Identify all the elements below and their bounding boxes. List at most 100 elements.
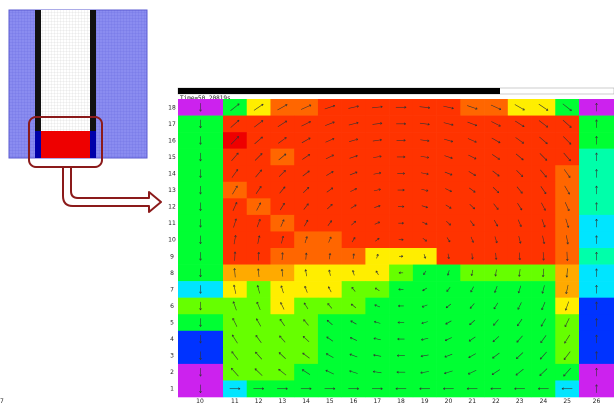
velocity-arrow-head bbox=[543, 225, 546, 228]
velocity-arrow bbox=[564, 185, 570, 195]
velocity-arrow-head bbox=[352, 253, 355, 256]
velocity-arrow-head bbox=[497, 157, 500, 160]
y-tick-label: 12 bbox=[168, 204, 176, 211]
velocity-arrow-head bbox=[404, 105, 407, 109]
velocity-arrow-head bbox=[283, 153, 287, 156]
velocity-arrow-head bbox=[303, 302, 307, 305]
velocity-arrow bbox=[517, 219, 522, 227]
velocity-arrow bbox=[467, 105, 478, 110]
x-axis-ticks: 10 11 12 13 14 15 16 17 18 19 20 21 22 23 24 25 26 27 bbox=[0, 398, 600, 405]
velocity-arrow bbox=[516, 335, 523, 343]
velocity-arrow-head bbox=[356, 387, 359, 391]
velocity-arrow bbox=[348, 122, 359, 126]
velocity-arrow-head bbox=[199, 142, 202, 145]
velocity-arrow bbox=[540, 169, 547, 178]
velocity-arrow-head bbox=[595, 119, 598, 122]
velocity-arrow bbox=[351, 237, 356, 243]
velocity-arrow-head bbox=[397, 321, 400, 324]
velocity-arrow-head bbox=[595, 301, 598, 304]
velocity-arrow-head bbox=[257, 252, 261, 255]
velocity-arrow bbox=[447, 270, 450, 276]
velocity-arrow-head bbox=[568, 175, 571, 178]
velocity-arrow bbox=[517, 203, 523, 211]
velocity-arrow-head bbox=[427, 106, 431, 109]
velocity-arrow-head bbox=[519, 224, 522, 227]
velocity-arrow bbox=[254, 120, 264, 128]
velocity-arrow bbox=[326, 336, 334, 342]
velocity-arrow-head bbox=[595, 103, 598, 106]
velocity-arrow-head bbox=[567, 208, 570, 212]
velocity-arrow-head bbox=[445, 305, 449, 309]
velocity-arrow bbox=[470, 286, 474, 293]
velocity-arrow bbox=[470, 220, 475, 226]
velocity-arrow-head bbox=[356, 105, 359, 108]
velocity-arrow bbox=[254, 136, 263, 145]
y-tick-label: 11 bbox=[168, 220, 176, 227]
velocity-arrow bbox=[564, 202, 570, 212]
velocity-arrow bbox=[443, 105, 454, 109]
velocity-arrow bbox=[280, 302, 285, 310]
y-tick-label: 8 bbox=[170, 270, 174, 277]
velocity-arrow-head bbox=[544, 158, 548, 161]
velocity-arrow bbox=[538, 103, 549, 111]
velocity-arrow-head bbox=[283, 186, 286, 189]
velocity-arrow-head bbox=[259, 186, 262, 189]
x-tick-label: 26 bbox=[593, 398, 601, 405]
velocity-arrow-head bbox=[595, 285, 598, 288]
velocity-arrow bbox=[421, 321, 428, 324]
velocity-arrow-head bbox=[303, 319, 306, 322]
velocity-arrow-head bbox=[595, 185, 598, 188]
x-tick-label: 25 bbox=[563, 398, 571, 405]
velocity-arrow bbox=[256, 219, 261, 228]
velocity-arrow-head bbox=[569, 125, 572, 128]
velocity-arrow-head bbox=[595, 152, 598, 155]
velocity-arrow-head bbox=[401, 221, 404, 225]
velocity-arrow bbox=[281, 235, 284, 244]
velocity-arrow bbox=[348, 105, 359, 109]
velocity-arrow bbox=[232, 185, 238, 195]
velocity-arrow-head bbox=[541, 307, 544, 311]
velocity-arrow bbox=[423, 254, 426, 259]
velocity-arrow-head bbox=[308, 121, 311, 124]
velocity-arrow bbox=[230, 103, 240, 111]
velocity-arrow-head bbox=[261, 387, 264, 391]
velocity-arrow bbox=[233, 284, 237, 294]
velocity-arrow-head bbox=[427, 139, 430, 143]
velocity-arrow bbox=[469, 319, 476, 326]
velocity-arrow bbox=[445, 188, 452, 192]
velocity-arrow-head bbox=[473, 190, 476, 193]
time-bar-fill bbox=[178, 88, 500, 94]
velocity-arrow-head bbox=[450, 173, 453, 176]
velocity-arrow-head bbox=[349, 370, 352, 373]
velocity-arrow bbox=[231, 367, 239, 377]
velocity-arrow bbox=[231, 334, 238, 344]
velocity-arrow bbox=[253, 103, 264, 111]
velocity-arrow-head bbox=[565, 258, 569, 261]
velocity-arrow-head bbox=[237, 119, 240, 123]
x-tick-label: 12 bbox=[255, 398, 263, 405]
velocity-arrow bbox=[255, 186, 262, 194]
velocity-arrow-head bbox=[540, 340, 543, 344]
velocity-arrow bbox=[326, 187, 334, 193]
x-tick-label: 20 bbox=[445, 398, 453, 405]
velocity-arrow bbox=[563, 367, 571, 377]
velocity-arrow-head bbox=[446, 289, 449, 292]
velocity-arrow-head bbox=[379, 138, 382, 142]
velocity-arrow-head bbox=[355, 154, 358, 158]
y-tick-label: 5 bbox=[170, 320, 174, 327]
velocity-arrow-head bbox=[517, 323, 520, 327]
velocity-arrow-head bbox=[522, 108, 525, 111]
velocity-arrow bbox=[279, 335, 286, 343]
velocity-arrow bbox=[444, 155, 453, 159]
velocity-arrow bbox=[539, 136, 548, 145]
velocity-arrow bbox=[445, 320, 452, 325]
x-tick-label: 24 bbox=[540, 398, 548, 405]
velocity-arrow bbox=[542, 268, 545, 277]
velocity-arrow-head bbox=[419, 387, 422, 391]
velocity-arrow-head bbox=[545, 125, 549, 128]
velocity-arrow bbox=[233, 301, 237, 311]
velocity-arrow-head bbox=[543, 208, 546, 211]
velocity-arrow-head bbox=[309, 387, 312, 391]
velocity-arrow bbox=[445, 204, 452, 209]
velocity-arrow-head bbox=[309, 104, 312, 107]
